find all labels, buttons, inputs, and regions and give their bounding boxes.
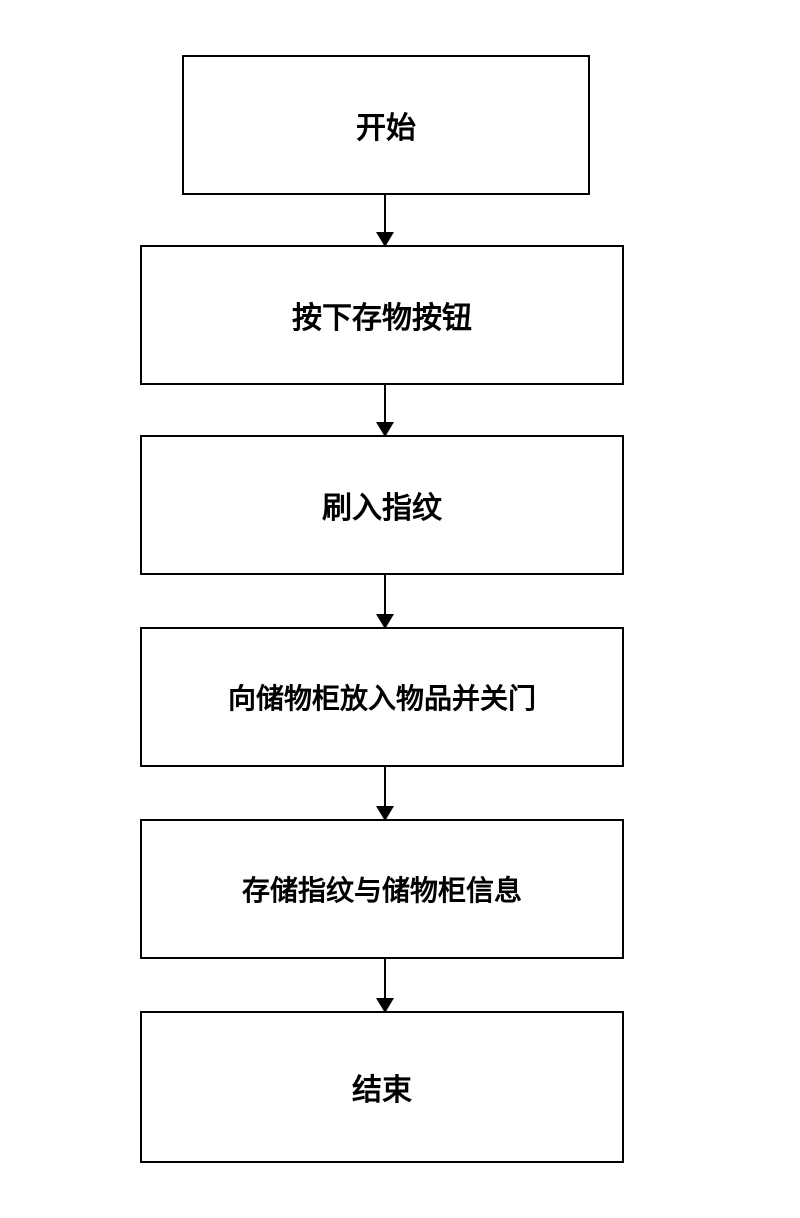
flow-node-press-button: 按下存物按钮 (140, 245, 624, 385)
arrow-connector (384, 385, 387, 435)
arrow-head-icon (376, 998, 394, 1013)
flow-node-label: 开始 (356, 103, 416, 147)
flow-node-label: 按下存物按钮 (292, 293, 472, 337)
arrow-connector (384, 767, 387, 819)
arrow-head-icon (376, 614, 394, 629)
flowchart-container: 开始 按下存物按钮 刷入指纹 向储物柜放入物品并关门 存储指纹与储物柜信息 结束 (140, 55, 630, 1163)
arrow-head-icon (376, 232, 394, 247)
arrow-connector (384, 195, 387, 245)
arrow-head-icon (376, 422, 394, 437)
flow-node-place-items: 向储物柜放入物品并关门 (140, 627, 624, 767)
flow-node-end: 结束 (140, 1011, 624, 1163)
arrow-head-icon (376, 806, 394, 821)
flow-node-store-info: 存储指纹与储物柜信息 (140, 819, 624, 959)
flow-node-label: 刷入指纹 (322, 483, 442, 527)
arrow-connector (384, 959, 387, 1011)
flow-node-label: 向储物柜放入物品并关门 (228, 677, 536, 717)
arrow-connector (384, 575, 387, 627)
flow-node-start: 开始 (182, 55, 590, 195)
flow-node-label: 结束 (352, 1065, 412, 1109)
flow-node-scan-fingerprint: 刷入指纹 (140, 435, 624, 575)
flow-node-label: 存储指纹与储物柜信息 (242, 869, 522, 909)
